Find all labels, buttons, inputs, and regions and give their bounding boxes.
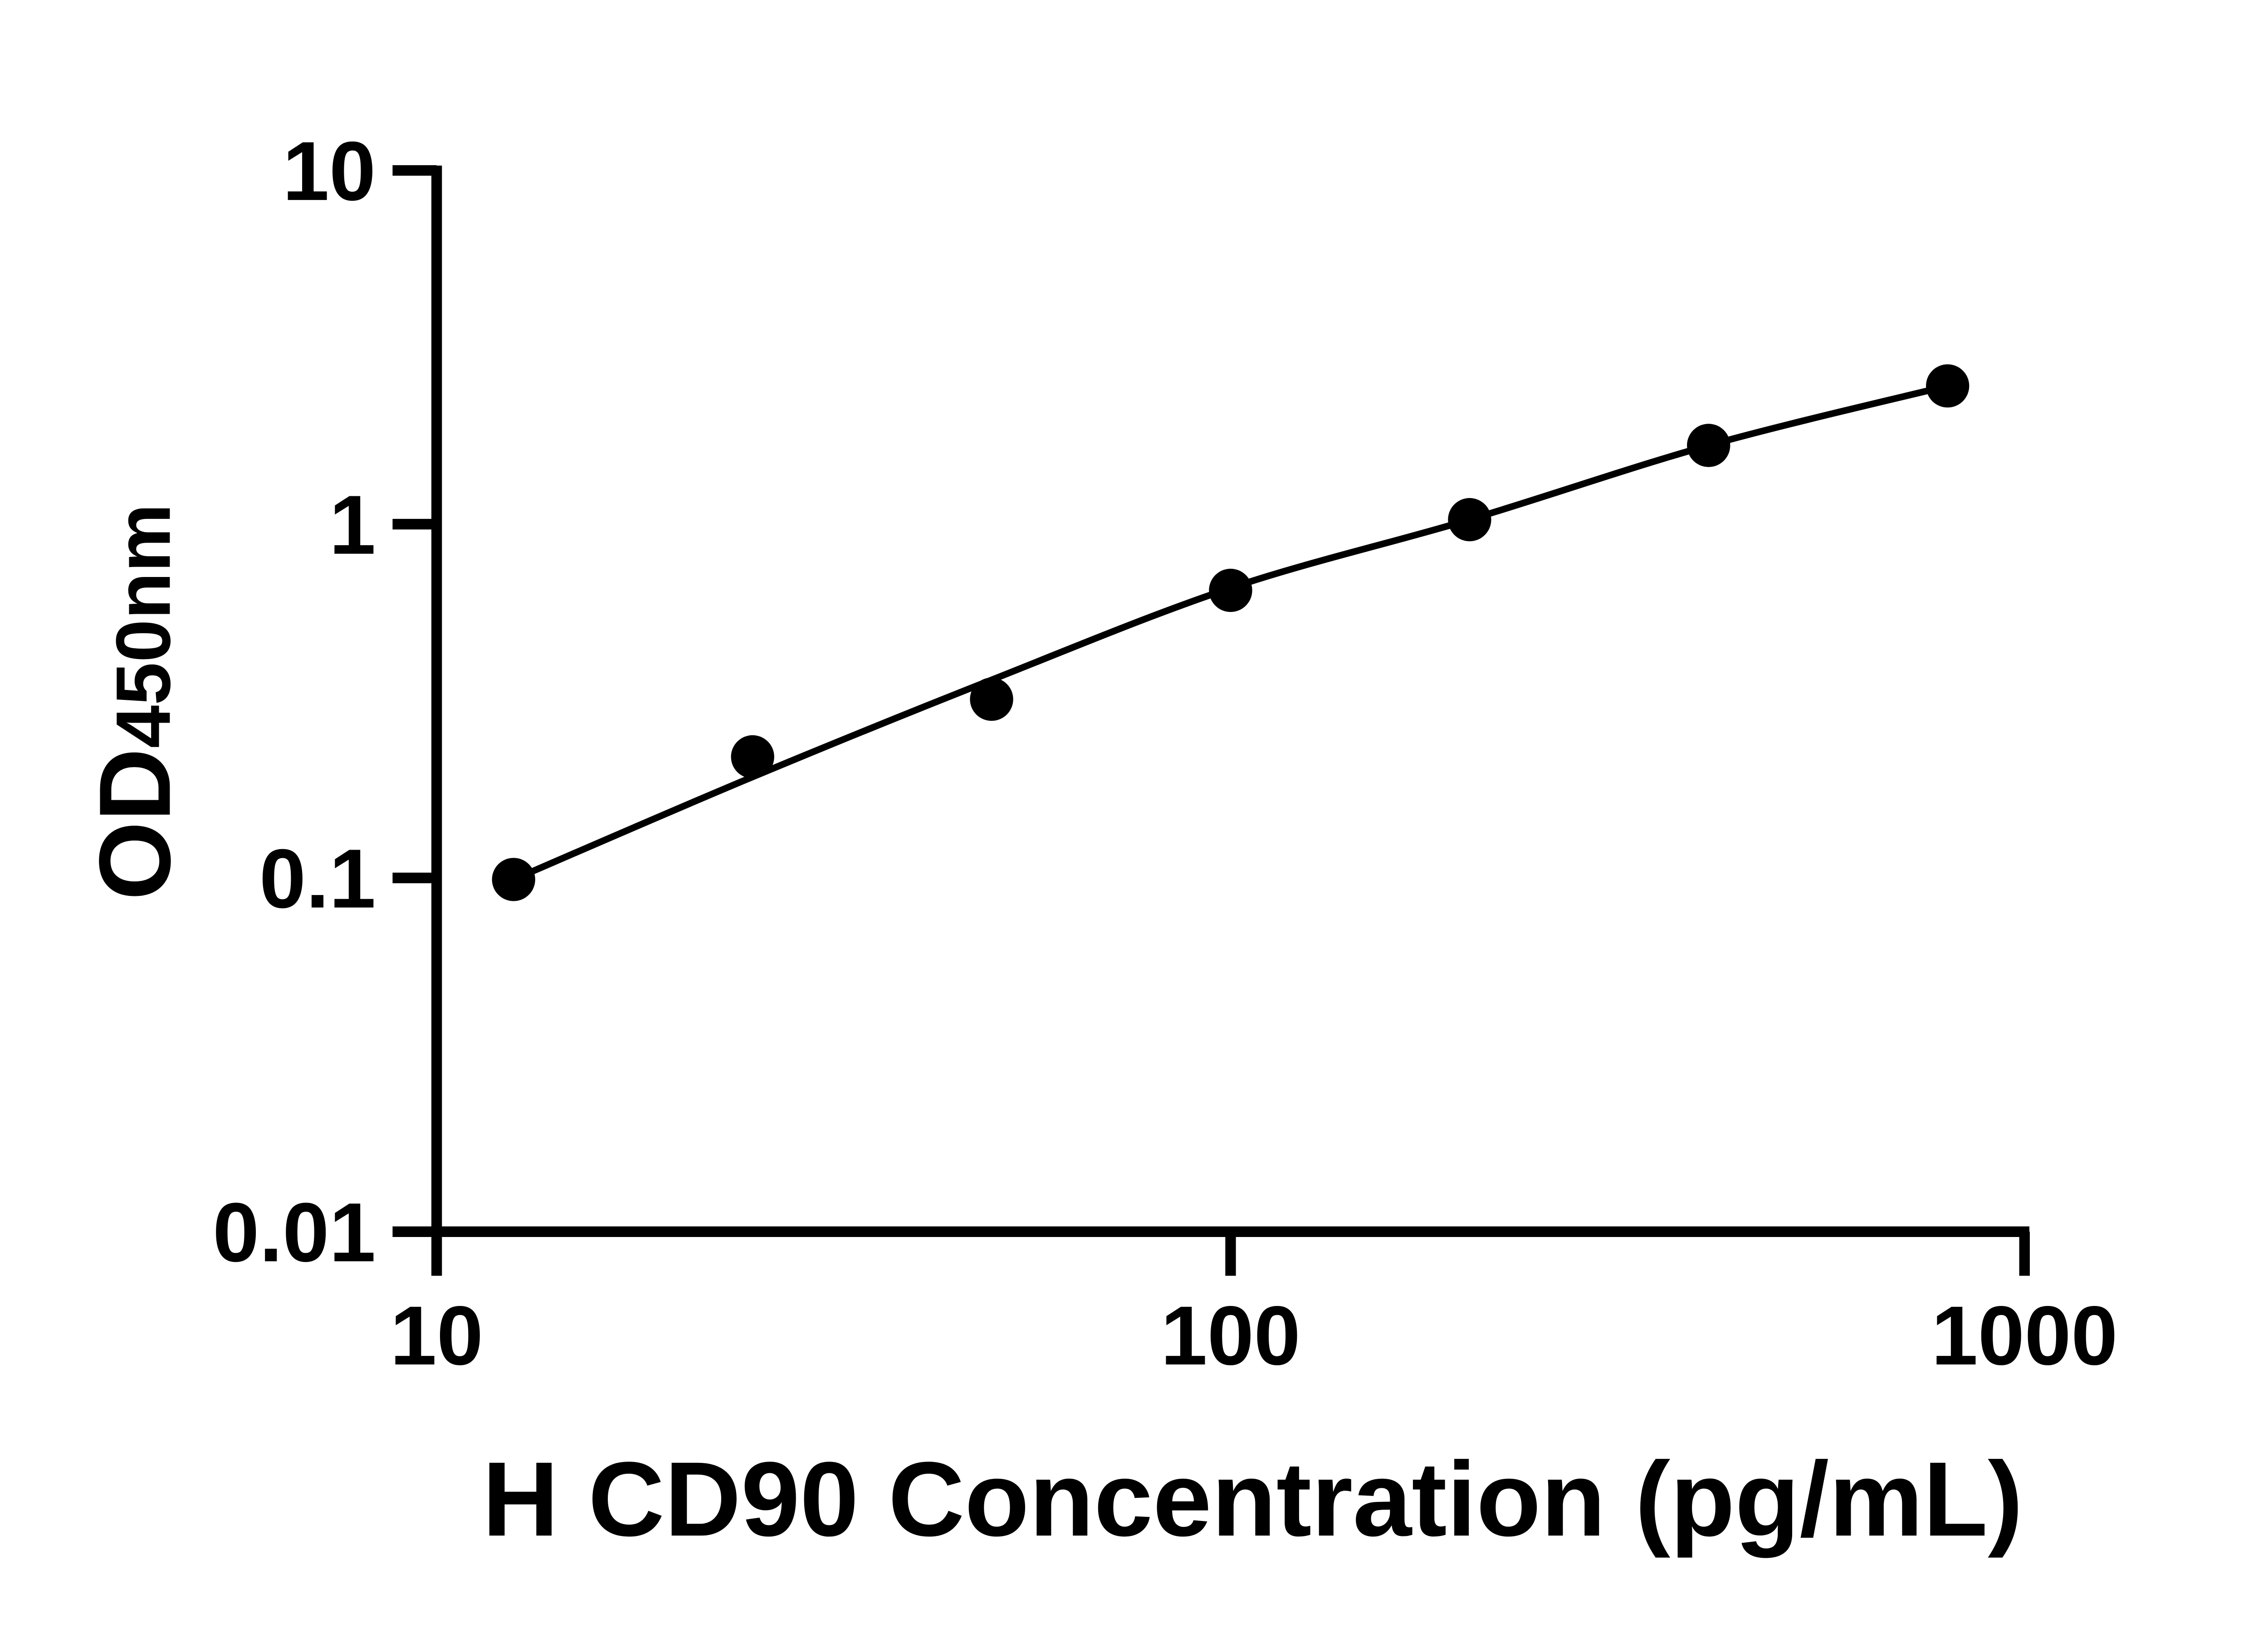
data-point-5 [1448, 498, 1491, 541]
data-point-3 [970, 677, 1013, 721]
y-tick-label-0.01: 0.01 [213, 1186, 376, 1279]
data-point-1 [492, 857, 535, 901]
x-tick-label-10: 10 [390, 1289, 483, 1383]
y-tick-label-0.1: 0.1 [259, 832, 376, 925]
data-point-6 [1687, 423, 1730, 467]
y-tick-label-1: 1 [329, 478, 376, 572]
data-point-4 [1209, 568, 1252, 612]
x-tick-label-100: 100 [1161, 1289, 1300, 1383]
data-point-7 [1926, 364, 1970, 408]
y-axis-title-main: OD [78, 748, 191, 900]
y-axis-title-subscript: 450nm [100, 504, 186, 748]
standard-curve-line [512, 382, 1949, 883]
y-tick-label-10: 10 [283, 125, 376, 218]
data-point-2 [731, 735, 774, 778]
elisa-standard-curve-figure: 10 1 0.1 0.01 10 100 1000 H CD90 Concentration… [0, 23, 2268, 1611]
x-axis-title: H CD90 Concentration (pg/mL) [482, 1440, 2023, 1558]
y-axis-title: OD450nm [78, 504, 191, 900]
x-tick-label-1000: 1000 [1931, 1289, 2118, 1383]
